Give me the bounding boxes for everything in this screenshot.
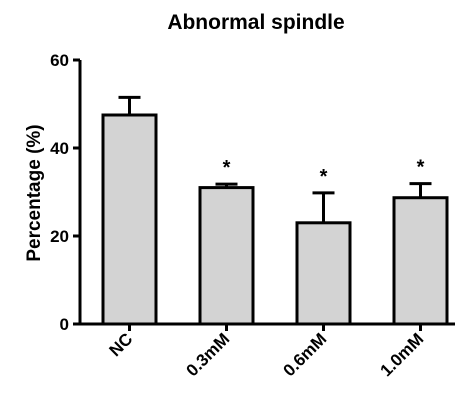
significance-marker: * bbox=[320, 166, 328, 188]
category-label: 0.3mM bbox=[182, 329, 233, 380]
y-axis-title: Percentage (%) bbox=[24, 124, 45, 261]
bar bbox=[392, 196, 449, 326]
category-label: 1.0mM bbox=[376, 329, 427, 380]
bar bbox=[198, 186, 255, 326]
y-tick-label: 40 bbox=[50, 139, 69, 158]
bar bbox=[101, 113, 158, 326]
category-label: NC bbox=[106, 329, 137, 360]
significance-marker: * bbox=[223, 157, 231, 179]
plot-area: 0 20 40 60 NC 0.3mM * 0.6mM * 1.0mM * bbox=[50, 51, 455, 380]
y-tick-label: 60 bbox=[50, 51, 69, 70]
category-label: 0.6mM bbox=[279, 329, 330, 380]
y-tick-label: 0 bbox=[60, 315, 69, 334]
significance-marker: * bbox=[417, 157, 425, 179]
y-tick-label: 20 bbox=[50, 227, 69, 246]
chart-title: Abnormal spindle bbox=[167, 11, 344, 34]
bar bbox=[295, 221, 352, 326]
